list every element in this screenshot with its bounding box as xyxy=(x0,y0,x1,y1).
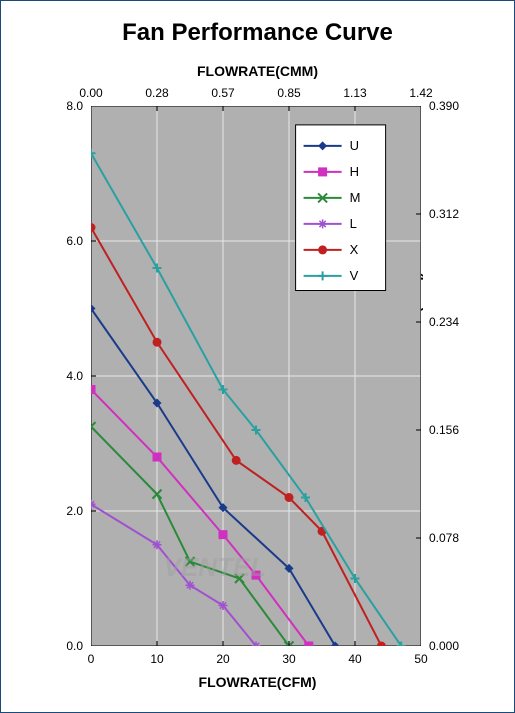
chart-title: Fan Performance Curve xyxy=(1,19,514,47)
legend-label-V: V xyxy=(350,268,359,283)
legend-label-X: X xyxy=(350,242,359,257)
tick-label: 50 xyxy=(414,652,427,666)
tick-label: 0.390 xyxy=(429,99,459,113)
tick-label: 40 xyxy=(348,652,361,666)
tick-label: 1.42 xyxy=(409,86,432,100)
tick-label: 0 xyxy=(88,652,95,666)
tick-label: 0.57 xyxy=(211,86,234,100)
tick-label: 0.28 xyxy=(145,86,168,100)
tick-label: 0.00 xyxy=(79,86,102,100)
plot-svg: VENTEL UHMLXV xyxy=(91,106,421,646)
tick-label: 0.0 xyxy=(66,639,83,653)
tick-label: 10 xyxy=(150,652,163,666)
plot-area: VENTEL UHMLXV xyxy=(91,106,421,646)
tick-label: 0.312 xyxy=(429,207,459,221)
legend-label-U: U xyxy=(350,138,359,153)
tick-label: 8.0 xyxy=(66,99,83,113)
legend-box xyxy=(296,125,386,291)
tick-label: 4.0 xyxy=(66,369,83,383)
tick-label: 0.000 xyxy=(429,639,459,653)
tick-label: 6.0 xyxy=(66,234,83,248)
tick-label: 30 xyxy=(282,652,295,666)
tick-label: 0.156 xyxy=(429,423,459,437)
tick-label: 20 xyxy=(216,652,229,666)
legend-label-M: M xyxy=(350,190,361,205)
legend-label-H: H xyxy=(350,164,359,179)
tick-label: 2.0 xyxy=(66,504,83,518)
tick-label: 0.234 xyxy=(429,315,459,329)
legend-label-L: L xyxy=(350,216,357,231)
top-axis-label: FLOWRATE(CMM) xyxy=(1,63,514,79)
bottom-axis-label: FLOWRATE(CFM) xyxy=(1,674,514,690)
tick-label: 0.85 xyxy=(277,86,300,100)
tick-label: 0.078 xyxy=(429,531,459,545)
tick-label: 1.13 xyxy=(343,86,366,100)
watermark: VENTEL xyxy=(164,552,267,582)
chart-frame: Fan Performance Curve FLOWRATE(CMM) FLOW… xyxy=(0,0,515,713)
